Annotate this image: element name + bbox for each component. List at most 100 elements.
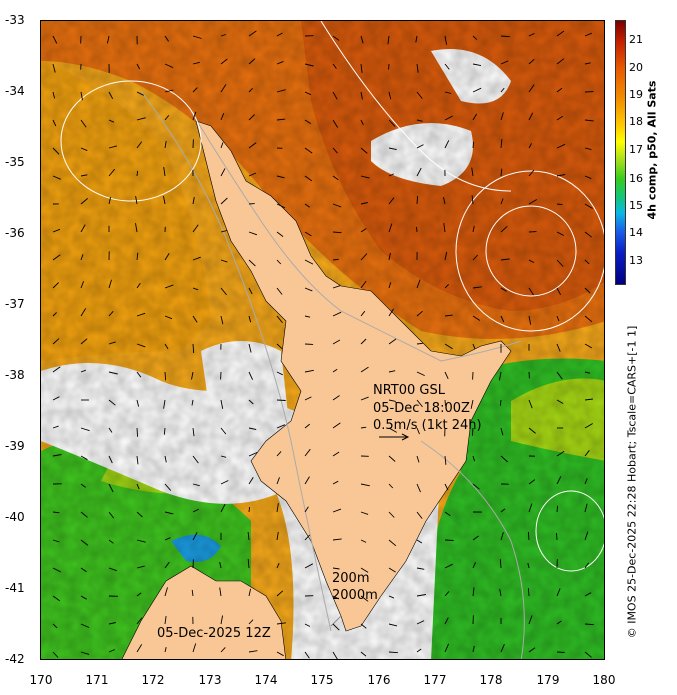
current-vector [584, 478, 588, 485]
current-vector [276, 563, 280, 569]
current-vector [556, 651, 565, 653]
current-vector [220, 34, 227, 37]
current-vector [556, 505, 559, 513]
current-vector [388, 282, 392, 289]
current-vector [444, 140, 450, 149]
current-vector [52, 254, 61, 261]
current-vector [80, 254, 84, 261]
current-vector [192, 197, 195, 205]
current-vector [472, 315, 481, 321]
colorbar-tick-label: 21 [629, 33, 643, 46]
current-vector [163, 399, 166, 409]
current-vector [52, 539, 60, 543]
current-vector [332, 175, 339, 181]
current-vector [52, 425, 59, 429]
current-vector [556, 532, 558, 541]
current-vector [388, 173, 394, 177]
current-vector [164, 561, 170, 569]
current-vector [416, 539, 423, 544]
current-vector [472, 587, 475, 597]
current-vector [108, 91, 114, 100]
current-vector [304, 147, 313, 154]
current-vector [276, 531, 279, 541]
current-vector [332, 285, 341, 289]
current-vector [80, 224, 86, 233]
current-vector [108, 455, 113, 464]
current-vector [276, 32, 283, 37]
y-tick-label: -35 [5, 155, 25, 169]
current-vector [220, 142, 224, 149]
current-vector [332, 595, 340, 600]
current-vector [304, 369, 314, 373]
current-vector [80, 651, 90, 655]
current-vector [556, 450, 565, 457]
current-vector [500, 139, 503, 149]
current-vector [416, 455, 420, 463]
current-vector [360, 567, 369, 573]
current-vector [164, 315, 173, 320]
x-tick-label: 175 [310, 673, 334, 687]
current-vector [388, 427, 397, 433]
current-vector [416, 195, 419, 205]
current-vector [388, 308, 394, 317]
current-vector [164, 646, 167, 653]
current-vector [388, 252, 391, 261]
current-vector [164, 140, 167, 149]
current-vector [164, 35, 169, 42]
current-vector [304, 91, 312, 96]
current-vector [527, 588, 530, 597]
sst-map[interactable]: NRT00 GSL 05-Dec 18:00Z 0.5m/s (1kt 24h)… [40, 20, 605, 660]
current-vector [304, 175, 313, 182]
current-vector [276, 60, 284, 65]
current-vector [108, 649, 115, 653]
sla-contour-3 [535, 490, 604, 572]
current-vector [192, 427, 195, 437]
current-vector [388, 567, 396, 573]
current-vector [472, 286, 482, 289]
current-scale-arrowhead [401, 433, 410, 441]
current-vector [248, 371, 254, 380]
current-vector [444, 35, 448, 45]
current-vector [80, 281, 85, 289]
current-vector [52, 595, 61, 602]
current-vector [248, 315, 252, 323]
x-tick-label: 174 [254, 673, 278, 687]
current-vector [388, 539, 397, 547]
current-vector [276, 503, 279, 513]
current-vector [108, 145, 118, 149]
current-vector [332, 623, 340, 631]
current-vector [388, 223, 393, 233]
product-label: NRT00 GSL [373, 383, 445, 398]
current-vector [136, 63, 141, 70]
current-vector [388, 399, 396, 402]
current-vector [220, 259, 228, 263]
current-vector [80, 567, 87, 573]
current-vector [500, 87, 505, 93]
current-vector [108, 168, 116, 177]
date-label: 05-Dec-2025 12Z [157, 626, 271, 641]
current-vector [332, 651, 338, 659]
current-vector [528, 143, 532, 149]
current-vector [472, 343, 476, 350]
contour-2000-label: 2000m [332, 588, 378, 603]
current-vector [584, 287, 591, 294]
current-vector [415, 35, 418, 43]
current-vector [388, 595, 395, 599]
current-vector [220, 615, 224, 625]
current-vector [164, 616, 167, 625]
current-vector [528, 199, 538, 205]
current-vector [136, 427, 139, 437]
current-vector [556, 399, 564, 404]
current-vector [106, 35, 110, 44]
current-vector [556, 115, 564, 121]
current-vector [360, 91, 363, 100]
current-vector [192, 343, 195, 354]
current-vector [164, 371, 167, 381]
current-vector [136, 343, 146, 348]
current-vector [584, 259, 590, 265]
current-vector [164, 537, 171, 541]
current-vector [360, 426, 367, 429]
current-vector [136, 644, 143, 653]
current-vector [471, 195, 474, 205]
current-vector [360, 63, 363, 73]
